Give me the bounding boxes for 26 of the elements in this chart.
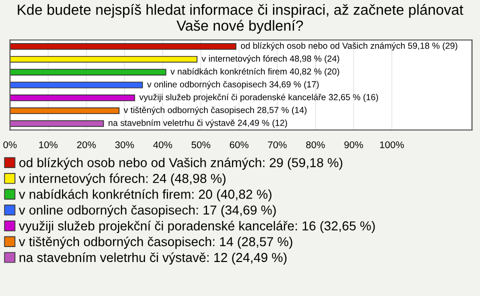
legend-label: v internetových fórech: 24 (48,98 %)	[18, 173, 226, 186]
data-label: v nabídkách konkrétních firem 40,82 % (20)	[170, 68, 340, 76]
x-tick-label: 80%	[306, 141, 325, 148]
x-tick-label: 30%	[115, 141, 134, 148]
x-tick-label: 40%	[153, 141, 172, 148]
x-tick-label: 0%	[3, 141, 17, 148]
legend-label: od blízkých osob nebo od Vašich známých: 29 (59,18 %)	[19, 158, 342, 170]
data-label: v online odborných časopisech 34,69 % (17)	[147, 80, 319, 90]
chart-title: Kde budete nejspíš hledat informace či inspiraci, až začnete plánovat Vaše nové bydlení?	[18, 4, 464, 34]
x-tick-label: 70%	[268, 141, 287, 148]
x-tick-label: 60%	[230, 141, 248, 148]
x-tick-label: 10%	[39, 141, 58, 148]
x-tick-label: 90%	[344, 141, 364, 148]
data-label: na stavebním veletrhu či výstavě 24,49 % (12)	[108, 119, 288, 128]
legend-label: na stavebním veletrhu či výstavě: 12 (24,49 %)	[20, 252, 287, 265]
data-label: v internetových fórech 48,98 % (24)	[202, 55, 340, 64]
legend-label: v tištěných odborných časopisech: 14 (28,57 %)	[18, 236, 292, 249]
legend-label: v online odborných časopisech: 17 (34,69 %)	[18, 205, 276, 218]
legend-label: v nabídkách konkrétních firem: 20 (40,82 %)	[18, 189, 272, 202]
x-tick-label: 100%	[380, 141, 404, 148]
data-label: využiji služeb projekční či poradenské kanceláře 32,65 % (16)	[139, 94, 378, 102]
x-tick-label: 20%	[77, 141, 96, 148]
x-tick-label: 50%	[192, 141, 210, 148]
legend-label: využiji služeb projekční či poradenské kanceláře: 16 (32,65 %)	[18, 220, 375, 234]
data-label: v tištěných odborných časopisech 28,57 % (14)	[124, 106, 306, 115]
data-label: od blízkých osob nebo od Vašich známých 59,18 % (29)	[240, 42, 458, 51]
